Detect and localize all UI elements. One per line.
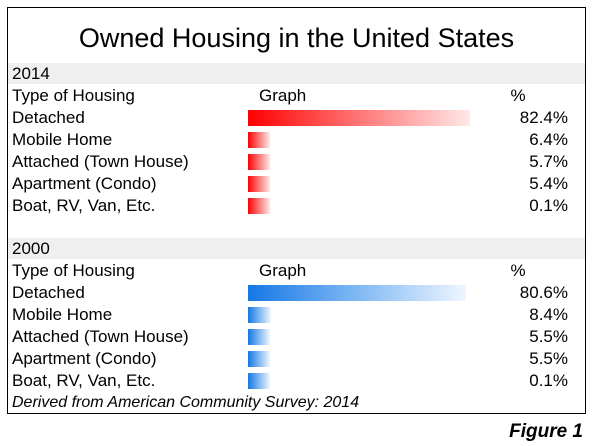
- category-label: Detached: [12, 108, 85, 127]
- column-header-type: Type of Housing: [12, 261, 135, 280]
- value-label: 80.6%: [519, 283, 568, 302]
- category-label: Boat, RV, Van, Etc.: [12, 196, 156, 215]
- column-header-percent: %: [510, 261, 526, 280]
- column-header-graph: Graph: [259, 261, 307, 280]
- category-label: Mobile Home: [12, 305, 113, 324]
- category-label: Boat, RV, Van, Etc.: [12, 371, 156, 390]
- bar-2014-3: [248, 176, 270, 192]
- bar-2000-1: [248, 307, 271, 323]
- value-label: 5.5%: [529, 327, 568, 346]
- category-label: Attached (Town House): [12, 152, 189, 171]
- column-header-graph: Graph: [259, 86, 307, 105]
- value-label: 5.5%: [529, 349, 568, 368]
- series-label: 2000: [12, 239, 50, 258]
- chart-frame: Owned Housing in the United States 2014 T…: [7, 7, 586, 414]
- bar-2000-0: [248, 285, 466, 301]
- section-2014-band: 2014: [8, 63, 585, 84]
- bar-2000-2: [248, 329, 270, 345]
- figure-label: Figure 1: [509, 421, 583, 442]
- column-header-percent: %: [510, 86, 526, 105]
- source-note: Derived from American Community Survey: …: [12, 394, 360, 411]
- column-header-type: Type of Housing: [12, 86, 135, 105]
- value-label: 8.4%: [529, 305, 568, 324]
- category-label: Apartment (Condo): [12, 174, 157, 193]
- value-label: 0.1%: [529, 371, 568, 390]
- value-label: 0.1%: [529, 196, 568, 215]
- section-2000-band: 2000: [8, 238, 585, 259]
- bar-2014-2: [248, 154, 270, 170]
- value-label: 82.4%: [519, 108, 568, 127]
- value-label: 5.4%: [529, 174, 568, 193]
- series-label: 2014: [12, 64, 50, 83]
- category-label: Apartment (Condo): [12, 349, 157, 368]
- value-label: 5.7%: [529, 152, 568, 171]
- bar-2014-0: [248, 110, 470, 126]
- bar-2000-4: [248, 373, 270, 389]
- category-label: Attached (Town House): [12, 327, 189, 346]
- bar-2000-3: [248, 351, 270, 367]
- bar-2014-4: [248, 198, 270, 214]
- chart-title: Owned Housing in the United States: [78, 23, 515, 53]
- value-label: 6.4%: [529, 130, 568, 149]
- category-label: Mobile Home: [12, 130, 113, 149]
- bar-2014-1: [248, 132, 270, 148]
- category-label: Detached: [12, 283, 85, 302]
